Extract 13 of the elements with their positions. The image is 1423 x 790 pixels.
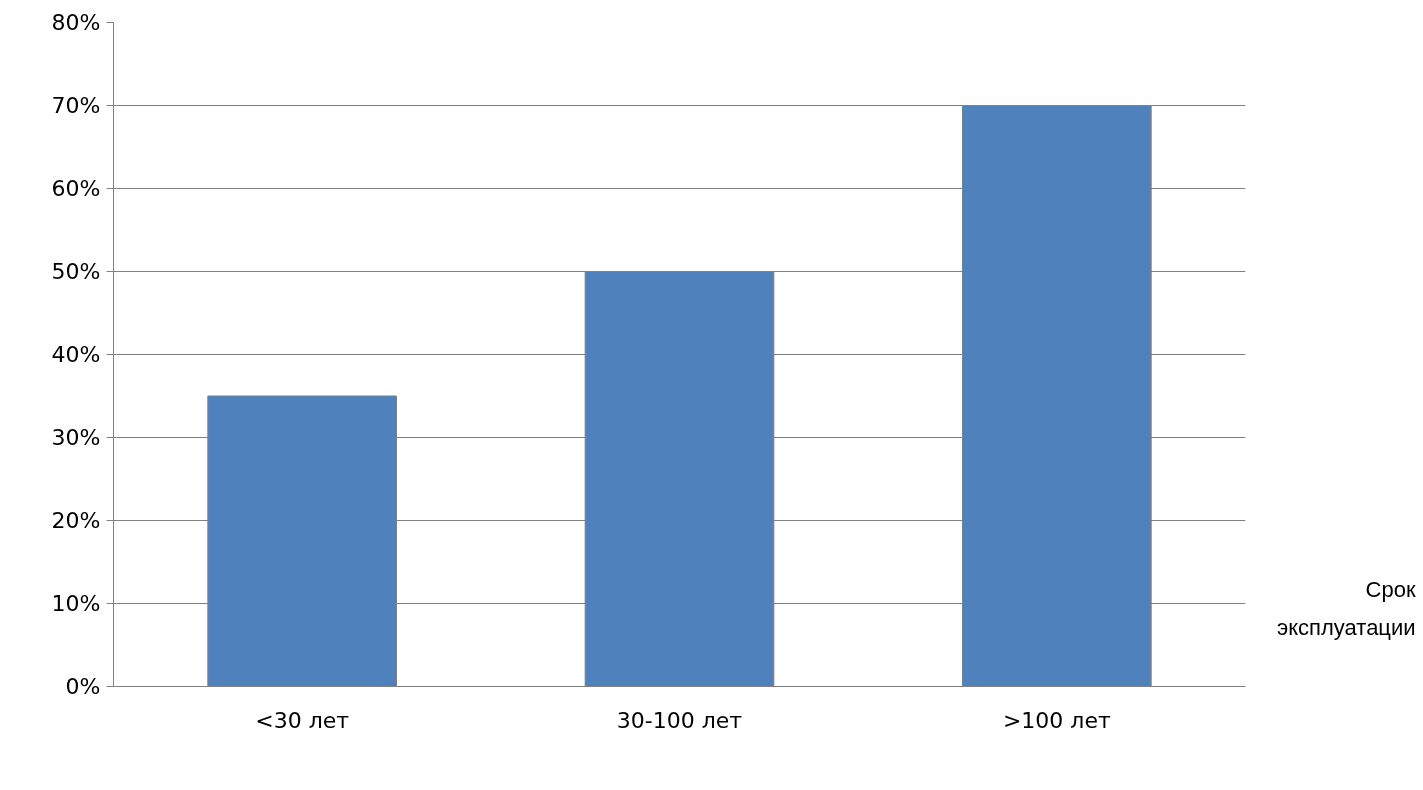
y-tick-label: 30% <box>51 425 101 450</box>
y-tick-label: 50% <box>51 259 101 284</box>
y-tick-label: 60% <box>51 176 101 201</box>
x-tick-label: >100 лет <box>1002 707 1111 733</box>
y-tick-label: 20% <box>51 508 101 533</box>
y-tick-label: 70% <box>51 93 101 118</box>
y-tick-label: 80% <box>51 10 101 35</box>
y-tick-label: 0% <box>65 674 101 699</box>
x-axis-title: Срок эксплуатации <box>1276 577 1416 640</box>
y-tick-label: 10% <box>51 591 101 616</box>
y-tick-label: 40% <box>51 342 101 367</box>
x-tick-label: <30 лет <box>255 707 350 733</box>
x-tick-label: 30-100 лет <box>616 707 743 733</box>
